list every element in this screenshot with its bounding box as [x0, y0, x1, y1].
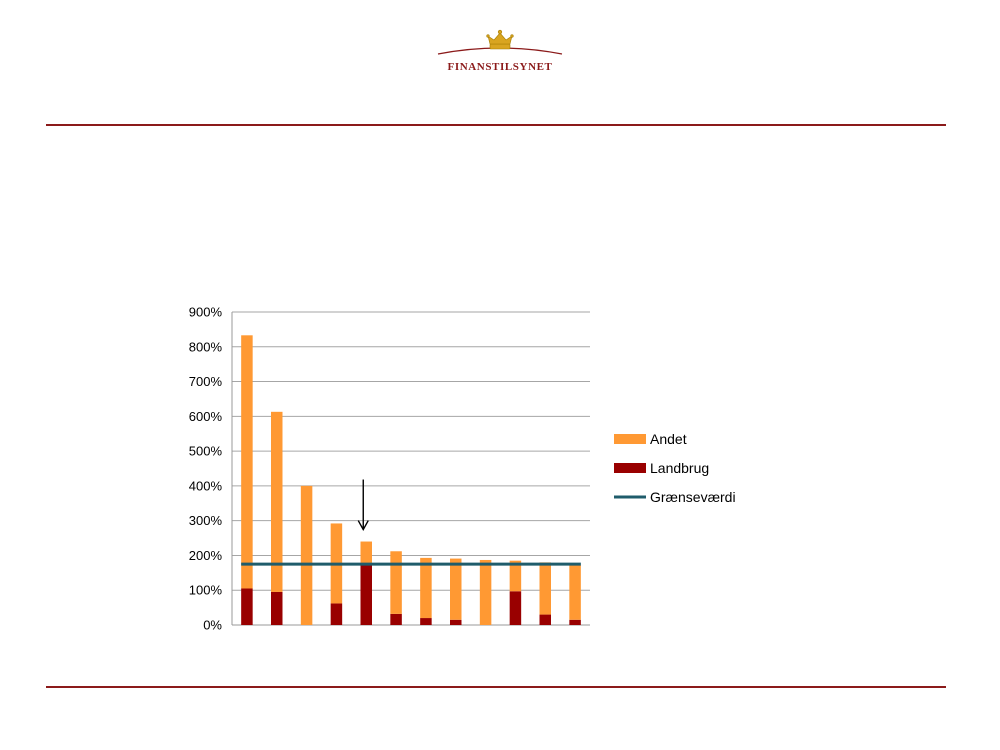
y-tick-label: 500%: [189, 444, 223, 459]
bar-andet: [271, 411, 283, 592]
bar-landbrug: [271, 591, 283, 625]
legend-label: Andet: [650, 431, 687, 447]
legend-label: Grænseværdi: [650, 489, 736, 505]
legend: Andet Landbrug Grænseværdi: [614, 431, 736, 505]
bar-landbrug: [330, 603, 343, 625]
bar-andet: [390, 551, 402, 614]
y-tick-label: 800%: [189, 339, 223, 354]
legend-swatch-andet: [614, 434, 646, 444]
bar-andet: [509, 560, 522, 592]
bar-andet: [479, 559, 492, 625]
bar-andet: [360, 541, 372, 565]
bar-landbrug: [360, 564, 372, 625]
bars: [241, 335, 581, 625]
bar-andet: [569, 565, 581, 620]
bar-landbrug: [569, 619, 581, 625]
y-tick-label: 900%: [189, 305, 223, 320]
y-tick-label: 200%: [189, 548, 223, 563]
footer-divider: [46, 686, 946, 688]
gridlines: [231, 311, 590, 626]
annotation-arrowhead: [357, 520, 369, 531]
bar-landbrug: [420, 618, 432, 625]
bar-landbrug: [509, 591, 522, 625]
y-tick-label: 700%: [189, 374, 223, 389]
y-tick-label: 400%: [189, 478, 223, 493]
bar-andet: [300, 485, 313, 625]
y-tick-label: 300%: [189, 513, 223, 528]
y-tick-label: 100%: [189, 583, 223, 598]
logo-text: FINANSTILSYNET: [447, 61, 553, 73]
crown-icon: [437, 29, 563, 55]
bar-landbrug: [241, 588, 253, 625]
bar-landbrug: [450, 619, 462, 625]
legend-label: Landbrug: [650, 460, 709, 476]
y-tick-label: 0%: [203, 618, 222, 633]
bar-andet: [241, 335, 253, 589]
bar-andet: [420, 557, 432, 619]
bar-landbrug: [390, 613, 402, 625]
bar-andet: [539, 562, 551, 615]
header-divider: [46, 124, 946, 126]
annotation-group: [357, 479, 369, 531]
y-axis-labels: 0% 100% 200% 300% 400% 500% 600% 700% 800% 900%: [189, 305, 223, 633]
legend-swatch-landbrug: [614, 463, 646, 473]
y-tick-label: 600%: [189, 409, 223, 424]
finanstilsynet-logo: FINANSTILSYNET: [430, 28, 570, 78]
bar-landbrug: [539, 614, 551, 625]
bar-andet: [450, 558, 462, 620]
